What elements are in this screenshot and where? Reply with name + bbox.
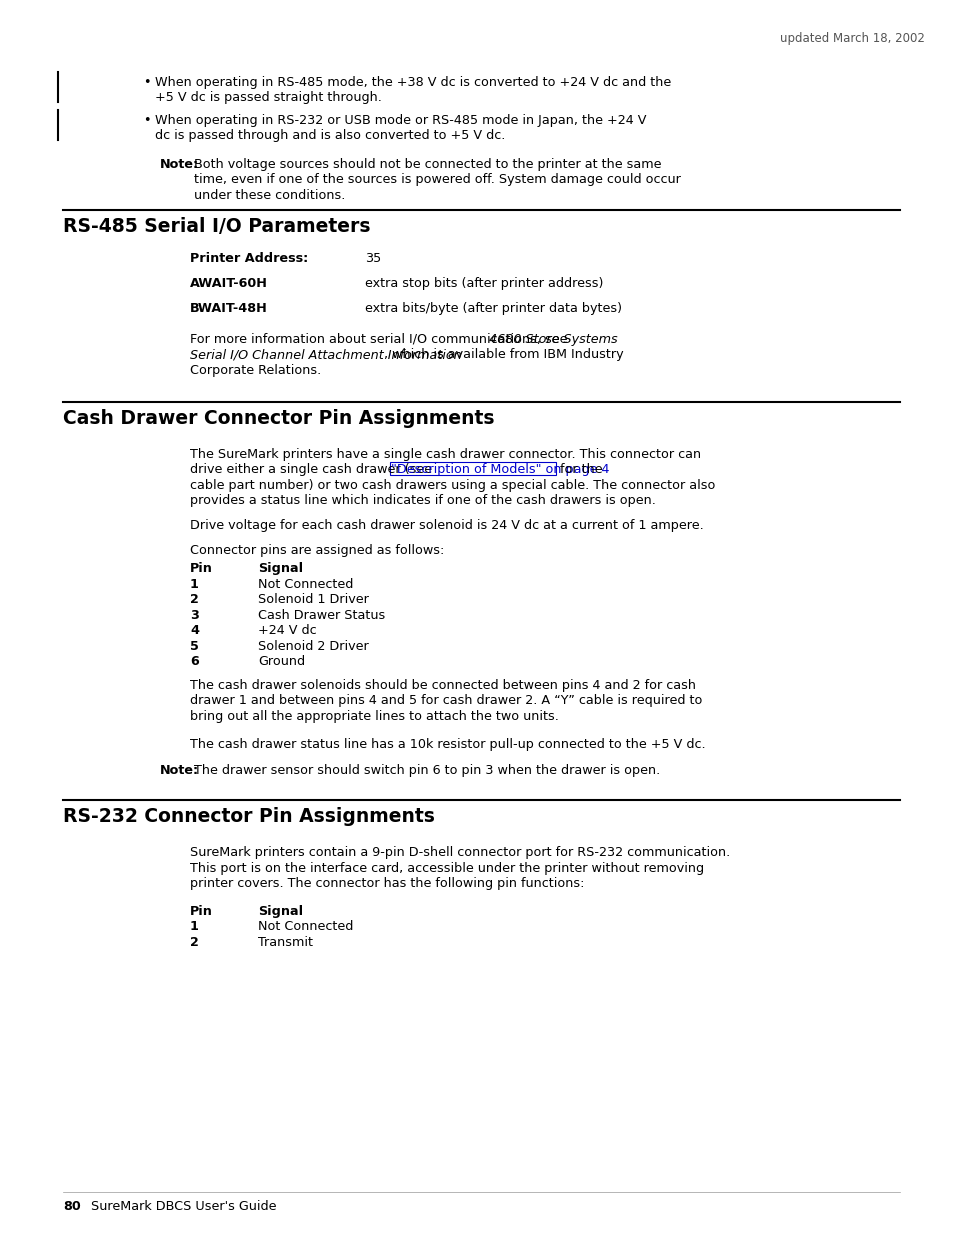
Text: RS-485 Serial I/O Parameters: RS-485 Serial I/O Parameters (63, 217, 370, 236)
Text: extra stop bits (after printer address): extra stop bits (after printer address) (365, 277, 602, 290)
Text: 35: 35 (365, 252, 381, 266)
Text: extra bits/byte (after printer data bytes): extra bits/byte (after printer data byte… (365, 301, 621, 315)
Text: When operating in RS-485 mode, the +38 V dc is converted to +24 V dc and the: When operating in RS-485 mode, the +38 V… (154, 77, 671, 89)
Text: +24 V dc: +24 V dc (257, 625, 316, 637)
Text: SureMark printers contain a 9-pin D-shell connector port for RS-232 communicatio: SureMark printers contain a 9-pin D-shel… (190, 846, 729, 860)
Text: Solenoid 2 Driver: Solenoid 2 Driver (257, 640, 369, 653)
Text: time, even if one of the sources is powered off. System damage could occur: time, even if one of the sources is powe… (193, 173, 680, 186)
Text: Drive voltage for each cash drawer solenoid is 24 V dc at a current of 1 ampere.: Drive voltage for each cash drawer solen… (190, 519, 703, 532)
Text: +5 V dc is passed straight through.: +5 V dc is passed straight through. (154, 91, 381, 105)
Text: Solenoid 1 Driver: Solenoid 1 Driver (257, 593, 369, 606)
Text: 5: 5 (190, 640, 198, 653)
Text: Connector pins are assigned as follows:: Connector pins are assigned as follows: (190, 543, 444, 557)
Text: Corporate Relations.: Corporate Relations. (190, 363, 321, 377)
Text: cable part number) or two cash drawers using a special cable. The connector also: cable part number) or two cash drawers u… (190, 479, 715, 492)
Text: When operating in RS-232 or USB mode or RS-485 mode in Japan, the +24 V: When operating in RS-232 or USB mode or … (154, 114, 646, 127)
Text: 2: 2 (190, 593, 198, 606)
Text: Pin: Pin (190, 905, 213, 918)
Text: , which is available from IBM Industry: , which is available from IBM Industry (384, 348, 623, 361)
Text: RS-232 Connector Pin Assignments: RS-232 Connector Pin Assignments (63, 806, 435, 826)
Text: updated March 18, 2002: updated March 18, 2002 (780, 32, 923, 44)
Text: drawer 1 and between pins 4 and 5 for cash drawer 2. A “Y” cable is required to: drawer 1 and between pins 4 and 5 for ca… (190, 694, 701, 708)
Text: •: • (143, 77, 151, 89)
Text: Note:: Note: (160, 158, 199, 170)
Text: Pin: Pin (190, 562, 213, 576)
Text: For more information about serial I/O communications, see: For more information about serial I/O co… (190, 332, 571, 346)
Text: 3: 3 (190, 609, 198, 621)
Text: dc is passed through and is also converted to +5 V dc.: dc is passed through and is also convert… (154, 130, 505, 142)
Text: Signal: Signal (257, 905, 303, 918)
Text: provides a status line which indicates if one of the cash drawers is open.: provides a status line which indicates i… (190, 494, 656, 508)
Text: Signal: Signal (257, 562, 303, 576)
Text: 4: 4 (190, 625, 199, 637)
Text: 80: 80 (63, 1200, 81, 1213)
Text: The SureMark printers have a single cash drawer connector. This connector can: The SureMark printers have a single cash… (190, 447, 700, 461)
Text: 6: 6 (190, 656, 198, 668)
Text: AWAIT-60H: AWAIT-60H (190, 277, 268, 290)
Text: 1: 1 (190, 578, 198, 590)
Text: Cash Drawer Status: Cash Drawer Status (257, 609, 385, 621)
Text: for the: for the (555, 463, 601, 477)
Text: 2: 2 (190, 936, 198, 948)
Text: bring out all the appropriate lines to attach the two units.: bring out all the appropriate lines to a… (190, 710, 558, 722)
Text: "Description of Models" on page 4: "Description of Models" on page 4 (391, 463, 609, 477)
Text: Cash Drawer Connector Pin Assignments: Cash Drawer Connector Pin Assignments (63, 409, 494, 427)
Text: 1: 1 (190, 920, 198, 934)
Text: Not Connected: Not Connected (257, 578, 353, 590)
Text: This port is on the interface card, accessible under the printer without removin: This port is on the interface card, acce… (190, 862, 703, 874)
Text: under these conditions.: under these conditions. (193, 189, 345, 203)
Text: BWAIT-48H: BWAIT-48H (190, 301, 268, 315)
Text: Not Connected: Not Connected (257, 920, 353, 934)
Text: printer covers. The connector has the following pin functions:: printer covers. The connector has the fo… (190, 877, 584, 890)
Text: Printer Address:: Printer Address: (190, 252, 308, 266)
Text: The cash drawer solenoids should be connected between pins 4 and 2 for cash: The cash drawer solenoids should be conn… (190, 679, 696, 692)
Text: The cash drawer status line has a 10k resistor pull-up connected to the +5 V dc.: The cash drawer status line has a 10k re… (190, 737, 705, 751)
Text: Ground: Ground (257, 656, 305, 668)
Text: Transmit: Transmit (257, 936, 313, 948)
Text: Serial I/O Channel Attachment Information: Serial I/O Channel Attachment Informatio… (190, 348, 461, 361)
Text: 4680 Store Systems: 4680 Store Systems (488, 332, 617, 346)
Text: SureMark DBCS User's Guide: SureMark DBCS User's Guide (91, 1200, 276, 1213)
Text: •: • (143, 114, 151, 127)
Text: The drawer sensor should switch pin 6 to pin 3 when the drawer is open.: The drawer sensor should switch pin 6 to… (193, 764, 659, 777)
Text: drive either a single cash drawer (see: drive either a single cash drawer (see (190, 463, 436, 477)
Text: Note:: Note: (160, 764, 199, 777)
Text: Both voltage sources should not be connected to the printer at the same: Both voltage sources should not be conne… (193, 158, 660, 170)
